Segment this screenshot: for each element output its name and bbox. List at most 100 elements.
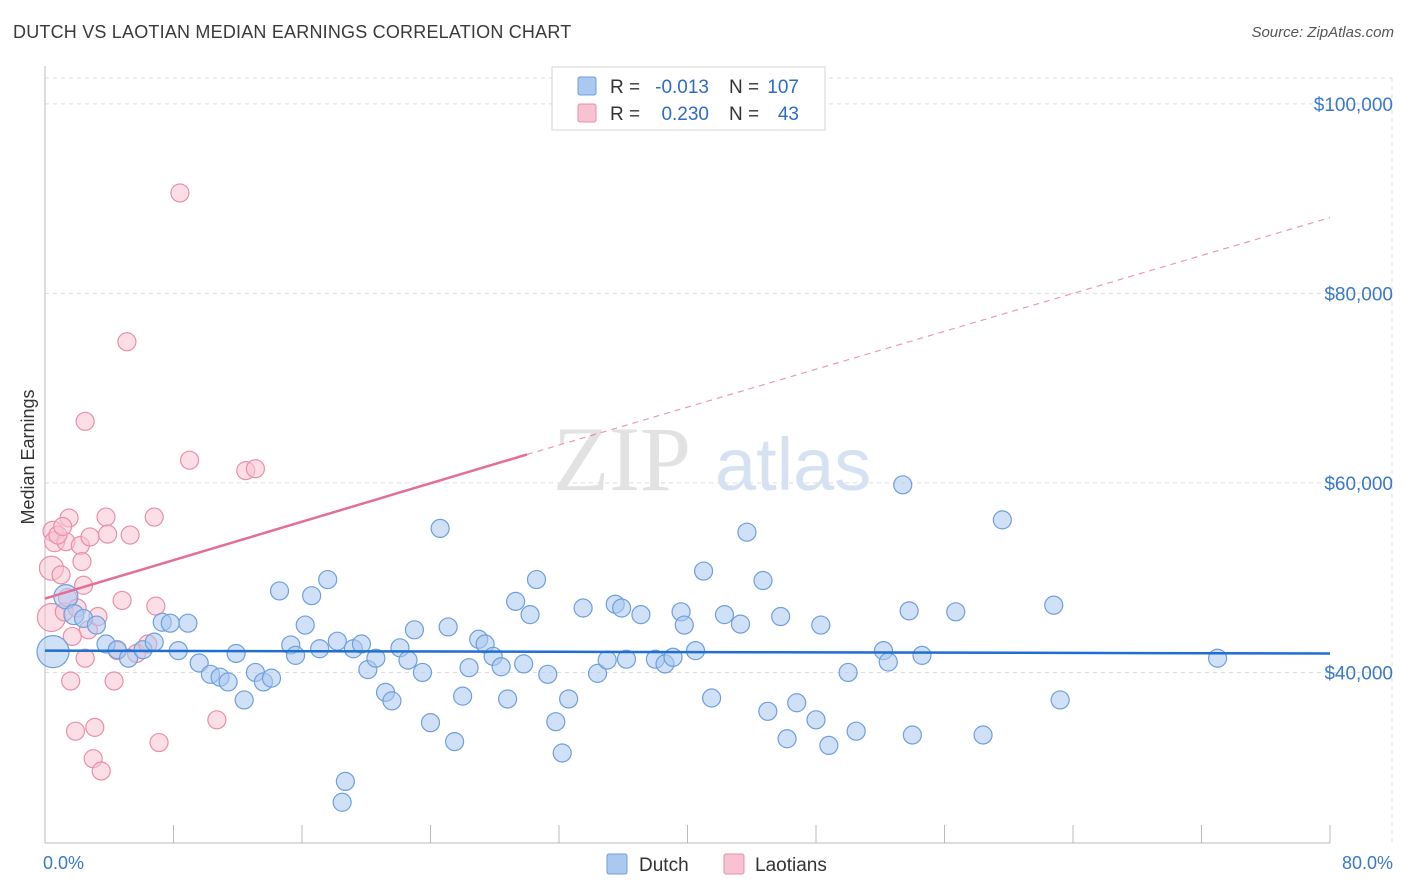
dutch-point [559,689,579,709]
dutch-point [616,649,637,669]
dutch-point [538,664,558,684]
legend-swatch-dutch [577,76,597,96]
dutch-trend-line [44,649,1331,655]
dutch-point [310,639,330,659]
dutch-point [178,613,198,633]
dutch-point [693,561,714,581]
laotian-point [120,525,140,545]
dutch-point [992,510,1012,530]
dutch-point [819,735,839,756]
laotian-point [91,761,111,781]
laotian-point [170,183,190,203]
watermark: ZIP atlas [553,408,871,510]
dutch-point [318,569,338,590]
laotian-point [112,590,132,611]
dutch-point [514,654,534,674]
dutch-point [878,652,898,672]
dutch-point [226,643,246,664]
dutch-point [412,662,433,683]
dutch-point [730,614,751,634]
dutch-point [1050,690,1070,710]
bottom-legend-label-dutch: Dutch [639,855,689,876]
dutch-point [453,686,473,706]
legend-box [551,66,826,131]
dutch-point [714,605,735,625]
x-tick-label-min: 0.0% [43,853,84,873]
dutch-point [459,658,479,678]
dutch-points [36,475,1228,812]
dutch-point [573,598,593,618]
dutch-point [846,721,866,741]
dutch-point [685,641,706,661]
dutch-point [902,725,922,745]
dutch-point [701,688,722,708]
legend-n-label-laotians: N = [729,104,759,125]
x-ticks [44,825,1331,843]
laotian-point [207,710,227,730]
bottom-legend-swatch-dutch [606,853,628,875]
dutch-point [893,475,913,495]
dutch-point [912,645,932,665]
y-tick-label: $80,000 [1324,284,1393,305]
laotian-point [117,332,137,352]
dutch-point [327,631,347,651]
dutch-point [526,569,547,590]
chart-title: DUTCH VS LAOTIAN MEDIAN EARNINGS CORRELA… [13,22,572,42]
dutch-point [285,645,306,665]
laotian-point [179,450,200,470]
watermark-zip: ZIP [553,408,691,510]
dutch-point [1207,648,1228,668]
dutch-point [498,689,518,709]
dutch-point [973,725,993,745]
dutch-point [444,732,465,752]
dutch-point [351,634,372,654]
y-tick-labels: $40,000 $60,000 $80,000 $100,000 [1314,95,1393,685]
correlation-legend: R = -0.013 N = 107 R = 0.230 N = 43 [551,66,826,131]
dutch-point [753,570,773,591]
dutch-point [674,615,694,635]
laotian-point [80,527,100,547]
legend-n-value-laotians: 43 [778,104,799,125]
laotian-point [104,671,124,691]
dutch-point [758,701,778,721]
dutch-point [430,518,450,539]
dutch-point [811,615,831,635]
series-legend: Dutch Laotians [606,853,827,876]
legend-r-value-laotians: 0.230 [661,104,709,125]
trend-lines [44,217,1331,655]
legend-n-value-dutch: 107 [767,77,799,98]
laotian-point [96,507,116,527]
dutch-point [160,613,180,633]
y-axis-label: Median Earnings [18,389,38,524]
dutch-point [587,663,608,683]
dutch-point [118,648,139,668]
y-tick-label: $40,000 [1324,663,1393,684]
bottom-legend-label-laotians: Laotians [755,855,827,876]
y-tick-label: $100,000 [1314,95,1393,116]
dutch-point [144,632,164,652]
laotian-point [51,565,71,585]
legend-r-label-dutch: R = [610,77,640,98]
dutch-point [261,668,282,688]
laotian-point [146,596,166,616]
laotian-point [61,671,81,691]
dutch-point [612,598,632,618]
dutch-point [597,650,617,670]
dutch-point [234,690,254,710]
dutch-point [806,710,826,730]
dutch-point [382,691,402,711]
dutch-point [546,712,566,732]
laotian-point [72,551,92,572]
dutch-point [946,602,966,622]
laotian-trend-extension [526,217,1331,456]
dutch-point [491,657,511,677]
laotian-trend-line [44,453,528,600]
legend-swatch-laotians [577,103,597,123]
x-tick-label-max: 80.0% [1342,853,1393,873]
laotian-point [85,717,105,737]
laotian-point [149,732,169,753]
dutch-point [86,615,107,635]
laotian-point [75,411,95,431]
laotian-point [245,459,266,479]
